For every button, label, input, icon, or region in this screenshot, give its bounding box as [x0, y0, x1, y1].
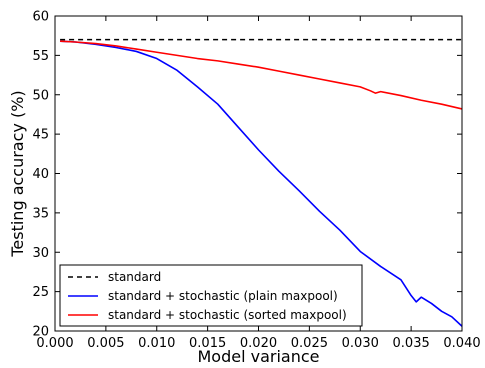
x-tick-label: 0.025 [291, 336, 328, 351]
y-tick-label: 35 [32, 206, 49, 221]
x-axis-label: Model variance [197, 347, 319, 366]
legend-label-0: standard [108, 270, 161, 284]
legend-items: standard standard + stochastic (plain max… [68, 270, 347, 322]
x-tick-label: 0.030 [342, 336, 379, 351]
tick-layer: 0.000 0.005 0.010 0.015 0.020 0.025 0.030 0.035… [32, 10, 480, 352]
y-tick-label: 20 [32, 325, 49, 340]
legend-label-1: standard + stochastic (plain maxpool) [108, 289, 338, 303]
legend-box [59, 264, 363, 327]
x-tick-label: 0.010 [138, 336, 175, 351]
y-tick-label: 45 [32, 128, 49, 143]
y-axis-label: Testing accuracy (%) [8, 90, 27, 257]
y-tick-label: 60 [32, 10, 49, 25]
series-line-1 [60, 40, 463, 327]
series-layer [60, 38, 463, 327]
y-tick-label: 40 [32, 167, 49, 182]
legend-label-2: standard + stochastic (sorted maxpool) [108, 308, 347, 322]
x-tick-label: 0.000 [36, 336, 73, 351]
y-tick-label: 50 [32, 88, 49, 103]
y-tick-label: 30 [32, 246, 49, 261]
legend: standard standard + stochastic (plain max… [59, 264, 363, 327]
y-tick-label: 25 [32, 285, 49, 300]
x-tick-label: 0.040 [443, 336, 480, 351]
y-tick-label: 55 [32, 49, 49, 64]
x-tick-label: 0.035 [393, 336, 430, 351]
x-tick-label: 0.020 [240, 336, 277, 351]
x-tick-label: 0.005 [87, 336, 124, 351]
x-tick-label: 0.015 [189, 336, 226, 351]
series-line-2 [60, 40, 463, 110]
